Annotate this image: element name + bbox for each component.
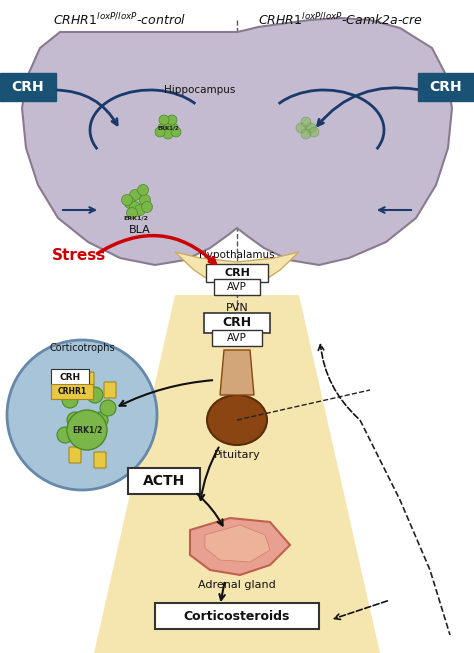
Circle shape: [171, 127, 181, 137]
Circle shape: [87, 387, 103, 403]
Polygon shape: [190, 518, 290, 575]
Circle shape: [163, 129, 173, 139]
Text: Adrenal gland: Adrenal gland: [198, 580, 276, 590]
Text: $CRHR1^{loxP/loxP}$-control: $CRHR1^{loxP/loxP}$-control: [53, 12, 187, 28]
Circle shape: [57, 427, 73, 443]
Circle shape: [142, 202, 153, 212]
Text: Corticosteroids: Corticosteroids: [184, 609, 290, 622]
FancyBboxPatch shape: [0, 73, 56, 101]
Text: Stress: Stress: [52, 247, 106, 263]
Text: CRH: CRH: [12, 80, 44, 94]
Text: Corticotrophs: Corticotrophs: [49, 343, 115, 353]
Text: ERK1/2: ERK1/2: [157, 125, 179, 131]
Circle shape: [296, 123, 306, 133]
Circle shape: [309, 127, 319, 137]
Circle shape: [62, 392, 78, 408]
Polygon shape: [22, 18, 452, 265]
Text: CRH: CRH: [430, 80, 462, 94]
Circle shape: [159, 115, 169, 125]
Circle shape: [139, 195, 151, 206]
Circle shape: [7, 340, 157, 490]
FancyBboxPatch shape: [104, 382, 116, 398]
Polygon shape: [220, 350, 254, 395]
FancyBboxPatch shape: [204, 313, 270, 333]
Circle shape: [163, 117, 173, 127]
FancyBboxPatch shape: [212, 330, 262, 346]
Circle shape: [67, 412, 83, 428]
Circle shape: [135, 204, 146, 215]
Text: Hippocampus: Hippocampus: [164, 85, 236, 95]
FancyBboxPatch shape: [94, 452, 106, 468]
FancyBboxPatch shape: [51, 384, 93, 399]
Circle shape: [158, 123, 168, 133]
FancyBboxPatch shape: [82, 372, 94, 388]
Text: CRH: CRH: [224, 268, 250, 278]
Polygon shape: [175, 252, 299, 285]
Circle shape: [100, 400, 116, 416]
Circle shape: [167, 115, 177, 125]
Text: CRH: CRH: [59, 372, 81, 381]
Ellipse shape: [207, 395, 267, 445]
Polygon shape: [205, 525, 270, 562]
Text: Hypothalamus: Hypothalamus: [199, 250, 275, 260]
Circle shape: [168, 123, 178, 133]
Circle shape: [306, 123, 316, 133]
FancyBboxPatch shape: [418, 73, 474, 101]
Polygon shape: [94, 295, 380, 653]
Text: $CRHR1^{loxP/loxP}$-Camk2a-cre: $CRHR1^{loxP/loxP}$-Camk2a-cre: [257, 12, 422, 28]
FancyBboxPatch shape: [51, 369, 89, 385]
Text: CRHR1: CRHR1: [57, 387, 87, 396]
Text: ERK1/2: ERK1/2: [72, 426, 102, 434]
Text: Pituitary: Pituitary: [214, 450, 260, 460]
Circle shape: [121, 195, 133, 206]
FancyBboxPatch shape: [155, 603, 319, 629]
Circle shape: [137, 185, 148, 195]
Text: ERK1/2: ERK1/2: [124, 215, 148, 221]
Circle shape: [301, 117, 311, 127]
Circle shape: [129, 189, 140, 200]
FancyBboxPatch shape: [56, 377, 68, 393]
Circle shape: [127, 208, 137, 219]
Text: AVP: AVP: [227, 282, 247, 292]
Circle shape: [129, 202, 140, 212]
Circle shape: [301, 129, 311, 139]
Text: ACTH: ACTH: [143, 474, 185, 488]
Text: CRH: CRH: [222, 317, 252, 330]
FancyBboxPatch shape: [206, 264, 268, 282]
FancyBboxPatch shape: [69, 447, 81, 463]
Circle shape: [155, 127, 165, 137]
Circle shape: [92, 412, 108, 428]
FancyBboxPatch shape: [128, 468, 200, 494]
Text: PVN: PVN: [226, 303, 248, 313]
Circle shape: [125, 197, 136, 208]
Text: AVP: AVP: [227, 333, 247, 343]
Circle shape: [82, 432, 98, 448]
FancyBboxPatch shape: [214, 279, 260, 295]
Text: BLA: BLA: [129, 225, 151, 235]
Circle shape: [67, 410, 107, 450]
